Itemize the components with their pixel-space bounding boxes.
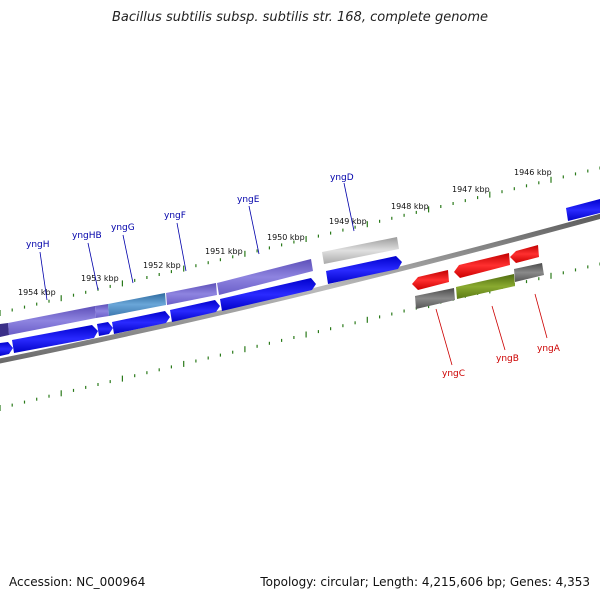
reverse-features (412, 245, 544, 309)
gene-feature-yngD[interactable] (322, 237, 399, 264)
gene-label-yngF[interactable]: yngF (164, 211, 186, 221)
cds-arrow-8[interactable] (566, 199, 600, 221)
gene-feature-rev-yngA[interactable] (514, 263, 544, 282)
gene-feature-rev-yngB[interactable] (456, 274, 515, 299)
forward-gene-features (0, 237, 399, 337)
cds-arrow-rev-yngC[interactable] (412, 270, 449, 290)
forward-cds-arrows (0, 199, 600, 356)
genome-backbone (0, 213, 600, 364)
scale-label: 1946 kbp (514, 168, 552, 177)
gene-label-yngA[interactable]: yngA (537, 344, 561, 354)
cds-arrow-7[interactable] (326, 256, 402, 284)
cds-arrow-rev-yngB[interactable] (454, 253, 510, 278)
gene-feature-yngE[interactable] (217, 259, 313, 295)
gene-label-yngC[interactable]: yngC (442, 369, 465, 379)
accession-text: Accession: NC_000964 (9, 575, 146, 589)
scale-label: 1952 kbp (143, 261, 181, 270)
scale-label: 1950 kbp (267, 233, 305, 242)
scale-label: 1953 kbp (81, 274, 119, 283)
leader-line (176, 222, 187, 272)
forward-gene-labels: yngH yngHB yngG yngF yngE yngD (26, 173, 355, 301)
forward-scale-ticks (0, 166, 600, 316)
cds-arrow-rev-yngA[interactable] (510, 245, 539, 263)
cds-arrow-5[interactable] (170, 300, 220, 322)
scale-label: 1951 kbp (205, 247, 243, 256)
scale-labels: 1954 kbp 1953 kbp 1952 kbp 1951 kbp 1950… (18, 168, 552, 297)
cds-arrow-6[interactable] (220, 278, 316, 311)
cds-arrow-1[interactable] (0, 342, 13, 356)
gene-feature-yngF[interactable] (166, 283, 217, 305)
cds-arrow-3[interactable] (97, 322, 113, 336)
leader-line (248, 205, 260, 255)
gene-feature-yngH[interactable] (8, 306, 96, 335)
gene-feature-rev-yngC[interactable] (415, 288, 455, 309)
scale-label: 1948 kbp (391, 202, 429, 211)
scale-label: 1949 kbp (329, 217, 367, 226)
gene-feature-left-edge[interactable] (0, 323, 9, 337)
reverse-gene-labels: yngC yngB yngA (435, 293, 561, 379)
leader-line (343, 182, 355, 232)
gene-label-yngB[interactable]: yngB (496, 354, 519, 364)
leader-line (39, 251, 48, 301)
gene-label-yngD[interactable]: yngD (330, 173, 354, 183)
leader-line (435, 308, 453, 366)
cds-arrow-4[interactable] (112, 311, 170, 334)
gene-label-yngH[interactable]: yngH (26, 240, 50, 250)
topology-summary: Topology: circular; Length: 4,215,606 bp… (260, 575, 590, 589)
gene-feature-yngHB[interactable] (95, 304, 109, 318)
gene-label-yngE[interactable]: yngE (237, 195, 260, 205)
leader-line (534, 293, 548, 339)
leader-line (122, 234, 134, 284)
cds-arrow-2[interactable] (12, 325, 98, 353)
leader-line (491, 305, 506, 351)
genome-title: Bacillus subtilis subsp. subtilis str. 1… (111, 10, 489, 25)
gene-feature-yngG[interactable] (108, 293, 166, 316)
gene-label-yngHB[interactable]: yngHB (72, 231, 102, 241)
scale-label: 1954 kbp (18, 288, 56, 297)
leader-line (87, 242, 99, 291)
scale-label: 1947 kbp (452, 185, 490, 194)
gene-label-yngG[interactable]: yngG (111, 223, 135, 233)
